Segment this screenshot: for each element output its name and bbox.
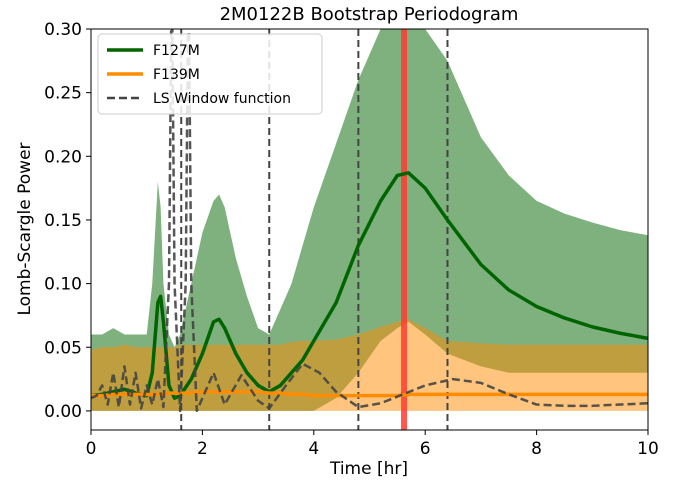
- y-tick-label: 0.20: [44, 147, 82, 167]
- legend-label: F127M: [153, 43, 200, 59]
- y-tick-label: 0.00: [44, 402, 82, 422]
- y-axis-label: Lomb-Scargle Power: [15, 142, 35, 315]
- chart-title: 2M0122B Bootstrap Periodogram: [220, 4, 519, 25]
- x-tick-label: 4: [308, 439, 319, 459]
- legend-label: LS Window function: [153, 91, 291, 107]
- axes-frame: [90, 28, 649, 431]
- series-line: [91, 29, 648, 413]
- y-tick-label: 0.25: [44, 84, 82, 104]
- x-tick-label: 2: [197, 439, 208, 459]
- legend: F127M F139M LS Window function: [97, 33, 323, 115]
- plot-area: [91, 29, 648, 430]
- legend-box: [97, 33, 323, 115]
- y-tick-label: 0.15: [44, 211, 82, 231]
- y-tick-label: 0.10: [44, 275, 82, 295]
- x-tick-label: 6: [420, 439, 431, 459]
- x-axis-label: Time [hr]: [329, 459, 408, 479]
- y-tick-label: 0.30: [44, 20, 82, 40]
- series-line: [91, 171, 648, 400]
- axes: 0 2 4 6 8 10 0.00 0.05 0.10 0.15 0.20 0.25 0.30: [44, 20, 659, 459]
- confidence-band: [91, 319, 648, 411]
- x-tick-label: 0: [86, 439, 97, 459]
- y-tick-label: 0.05: [44, 338, 82, 358]
- x-tick-label: 10: [637, 439, 659, 459]
- x-tick-label: 8: [531, 439, 542, 459]
- legend-label: F139M: [153, 67, 200, 83]
